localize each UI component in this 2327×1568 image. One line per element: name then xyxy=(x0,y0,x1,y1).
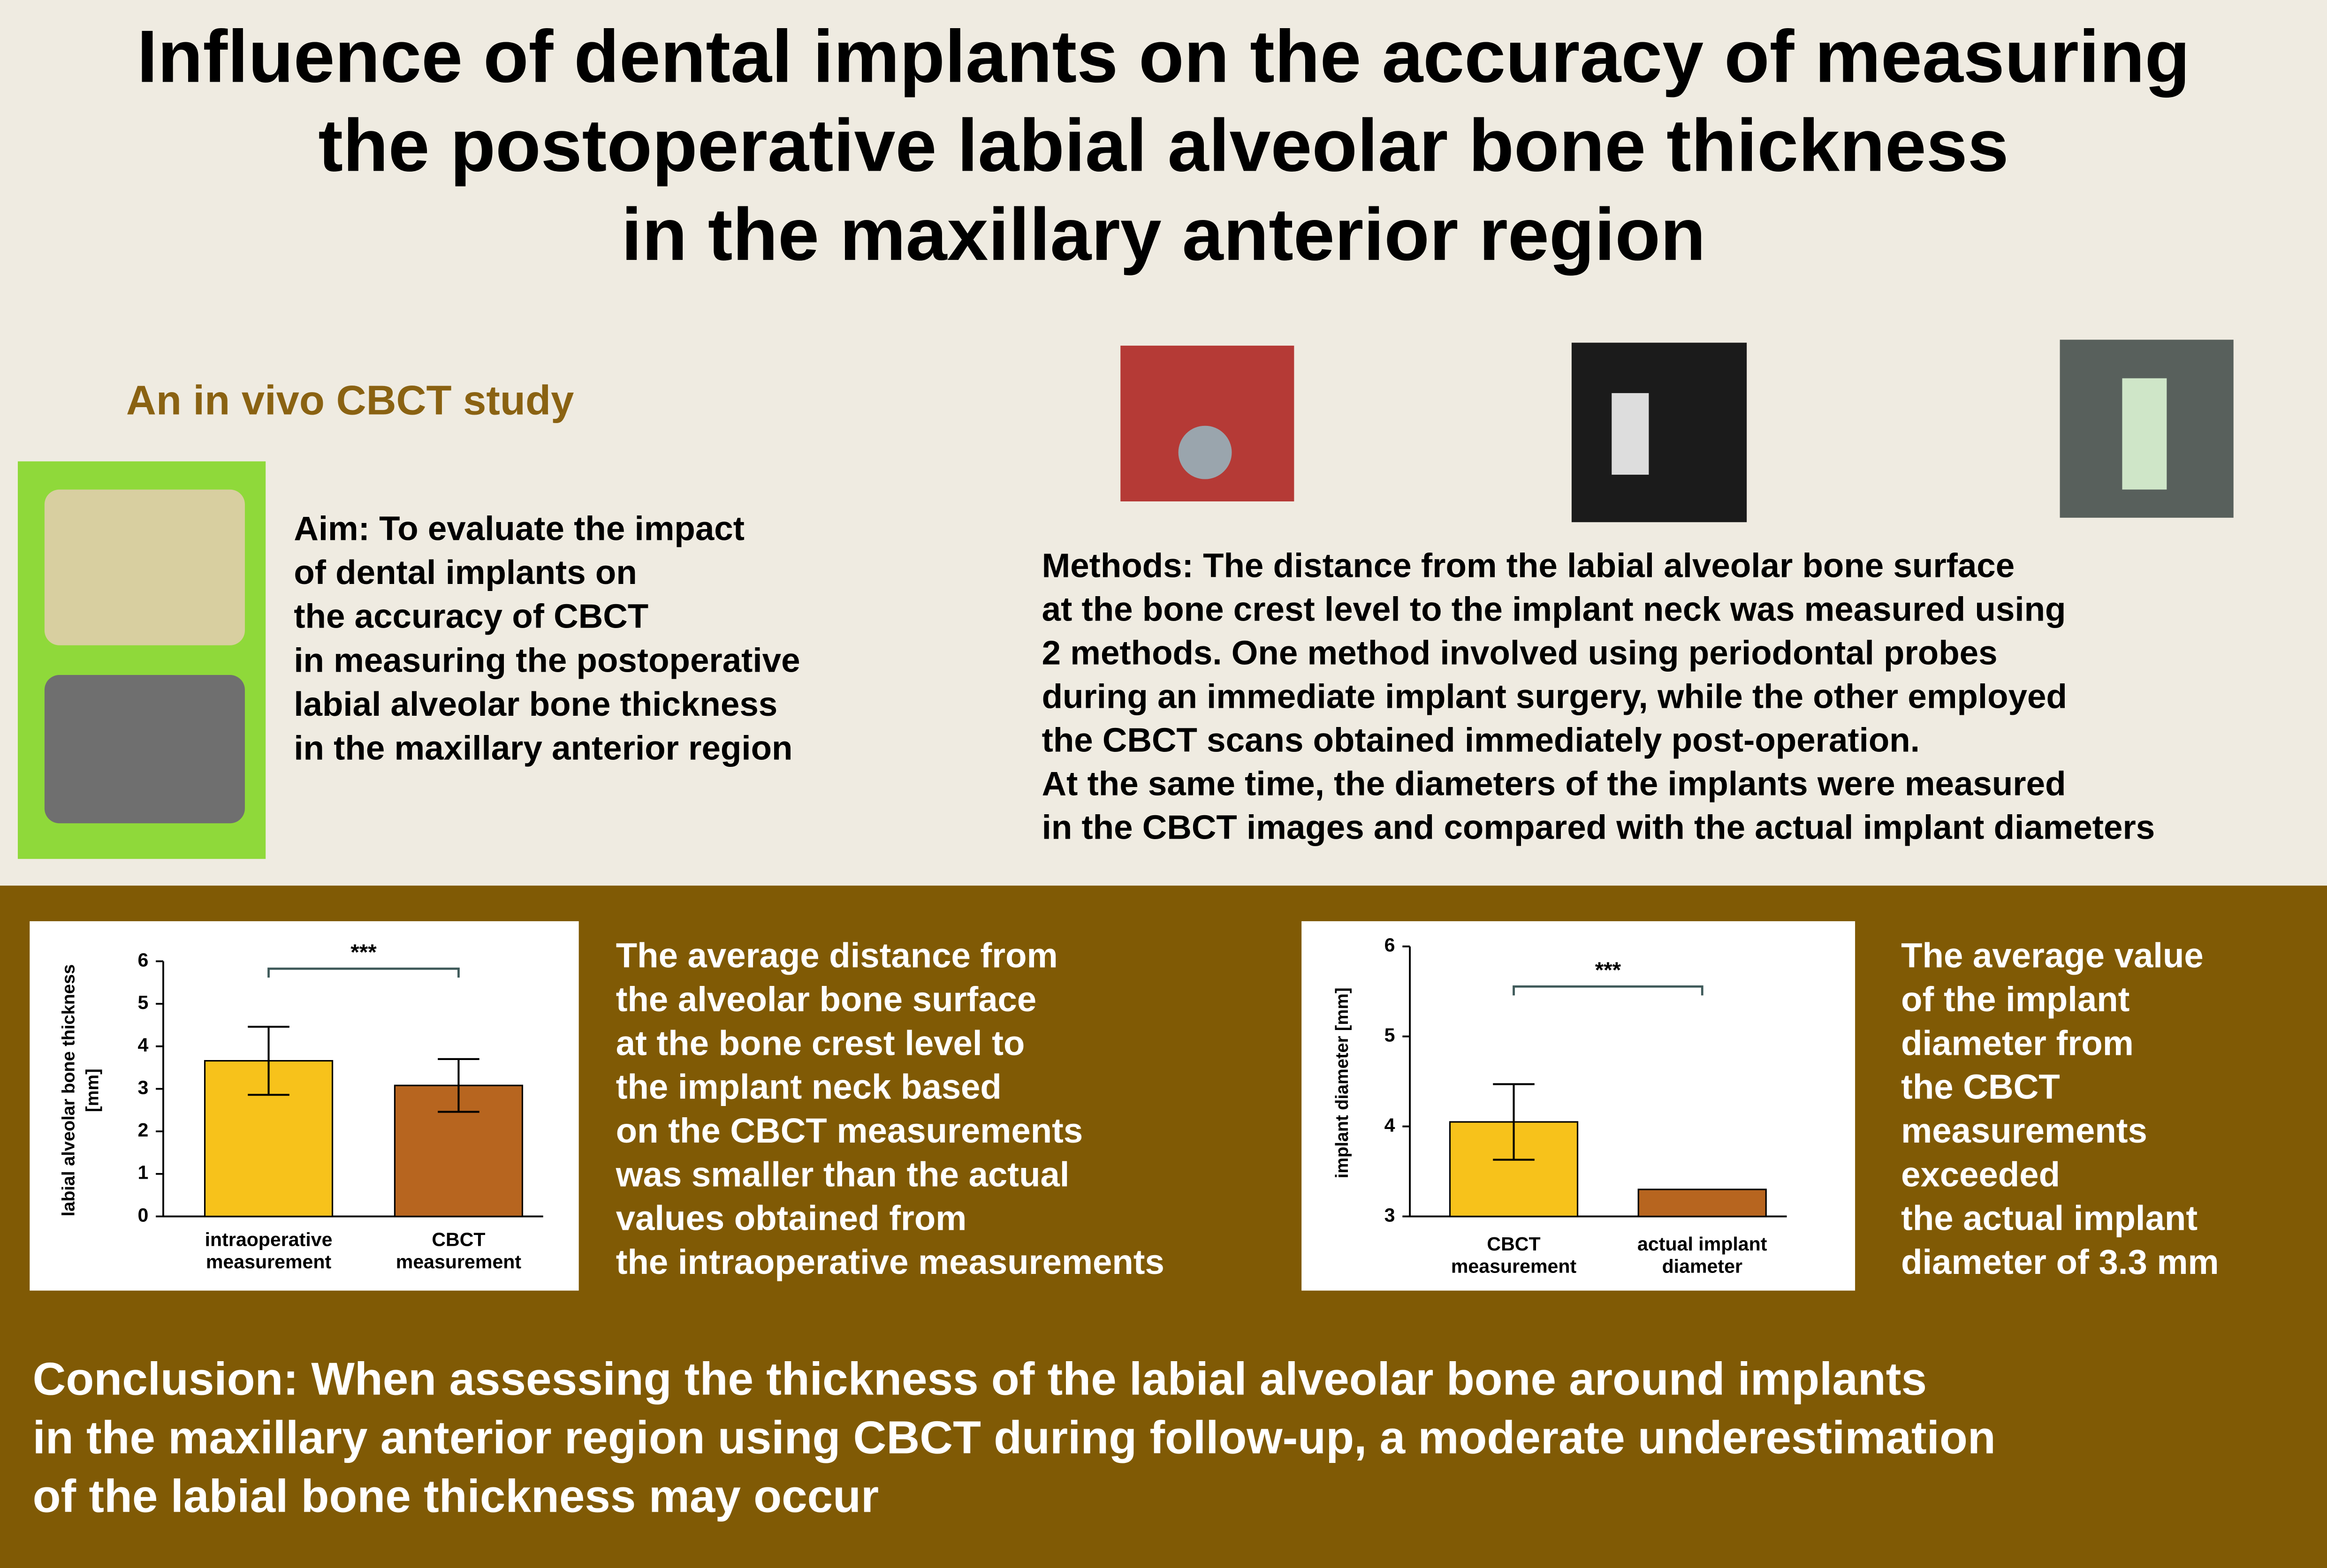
result-line: The average distance from xyxy=(616,936,1058,975)
y-tick-label: 4 xyxy=(137,1034,148,1056)
y-tick-label: 2 xyxy=(137,1119,148,1141)
image-implant xyxy=(1178,425,1232,479)
y-tick-label: 6 xyxy=(1384,934,1395,956)
y-tick-label: 5 xyxy=(137,992,148,1013)
x-tick-label: actual implant diameter xyxy=(1637,1233,1767,1277)
x-tick-label-line: actual implant xyxy=(1637,1233,1767,1255)
y-tick-label: 6 xyxy=(137,949,148,970)
methods-line: during an immediate implant surgery, whi… xyxy=(1042,677,2067,715)
x-tick-label-line: CBCT xyxy=(432,1229,485,1250)
x-tick-label: intraoperative measurement xyxy=(205,1229,333,1273)
result-line: the CBCT xyxy=(1901,1068,2060,1106)
conclusion-line: of the labial bone thickness may occur xyxy=(33,1470,879,1522)
image-cbct-coronal xyxy=(44,675,245,824)
x-tick-label-line: diameter xyxy=(1662,1256,1742,1277)
result-line: the intraoperative measurements xyxy=(616,1242,1164,1281)
x-tick-label-line: measurement xyxy=(396,1251,522,1273)
result-line: values obtained from xyxy=(616,1199,967,1238)
result-line: was smaller than the actual xyxy=(616,1155,1070,1194)
x-tick-label-line: CBCT xyxy=(1487,1233,1540,1255)
result-line: of the implant xyxy=(1901,980,2129,1019)
y-tick-label: 4 xyxy=(1384,1114,1395,1136)
result-line: the implant neck based xyxy=(616,1068,1002,1106)
x-tick-label: CBCT measurement xyxy=(1451,1233,1577,1277)
x-tick-label: CBCT measurement xyxy=(396,1229,522,1273)
result-line: The average value xyxy=(1901,936,2204,975)
x-tick-label-line: intraoperative xyxy=(205,1229,333,1250)
image-implant-outline xyxy=(2122,378,2167,490)
result-line: at the bone crest level to xyxy=(616,1023,1025,1062)
image-implant-cbct xyxy=(1612,393,1649,475)
aim-line: the accuracy of CBCT xyxy=(294,598,648,636)
chart-box xyxy=(1301,921,1856,1291)
result-line: measurements xyxy=(1901,1111,2147,1150)
result-line: the alveolar bone surface xyxy=(616,980,1036,1019)
y-tick-label: 3 xyxy=(1384,1204,1395,1226)
y-axis-label: labial alveolar bone thickness xyxy=(59,964,79,1217)
result-line: on the CBCT measurements xyxy=(616,1111,1083,1150)
significance-bracket xyxy=(1513,985,1703,996)
conclusion-line: in the maxillary anterior region using C… xyxy=(33,1411,1996,1463)
result-line: diameter from xyxy=(1901,1023,2134,1062)
aim-line: of dental implants on xyxy=(294,553,637,591)
y-tick-label: 1 xyxy=(137,1162,148,1183)
methods-line: Methods: The distance from the labial al… xyxy=(1042,547,2015,585)
significance-bracket xyxy=(267,967,460,978)
image-cbct-views xyxy=(1571,342,1747,523)
aim-line: Aim: To evaluate the impact xyxy=(294,509,745,547)
y-tick-label: 0 xyxy=(137,1204,148,1226)
aim-line: labial alveolar bone thickness xyxy=(294,685,777,723)
methods-line: in the CBCT images and compared with the… xyxy=(1042,808,2155,846)
result-line: diameter of 3.3 mm xyxy=(1901,1242,2219,1281)
y-tick-label: 3 xyxy=(137,1076,148,1098)
methods-line: At the same time, the diameters of the i… xyxy=(1042,765,2066,803)
conclusion-line: Conclusion: When assessing the thickness… xyxy=(33,1353,1927,1405)
significance-label: *** xyxy=(1595,958,1621,983)
aim-line: in measuring the postoperative xyxy=(294,641,800,679)
y-tick-label: 5 xyxy=(1384,1024,1395,1046)
y-axis-label: implant diameter [mm] xyxy=(1332,987,1352,1178)
x-tick-label-line: measurement xyxy=(206,1251,332,1273)
title-line: the postoperative labial alveolar bone t… xyxy=(318,104,2008,187)
aim-line: in the maxillary anterior region xyxy=(294,729,792,767)
x-tick-label-line: measurement xyxy=(1451,1256,1577,1277)
subtitle: An in vivo CBCT study xyxy=(126,377,574,424)
image-skull-3d xyxy=(44,489,245,645)
title-line: Influence of dental implants on the accu… xyxy=(137,15,2190,98)
result-line: the actual implant xyxy=(1901,1199,2198,1238)
methods-line: at the bone crest level to the implant n… xyxy=(1042,591,2066,629)
y-axis-label: [mm] xyxy=(83,1068,102,1112)
methods-line: the CBCT scans obtained immediately post… xyxy=(1042,721,1920,759)
title-line: in the maxillary anterior region xyxy=(621,193,1705,276)
significance-label: *** xyxy=(350,940,377,965)
result-line: exceeded xyxy=(1901,1155,2060,1194)
methods-line: 2 methods. One method involved using per… xyxy=(1042,634,1998,672)
bar xyxy=(1637,1189,1767,1218)
